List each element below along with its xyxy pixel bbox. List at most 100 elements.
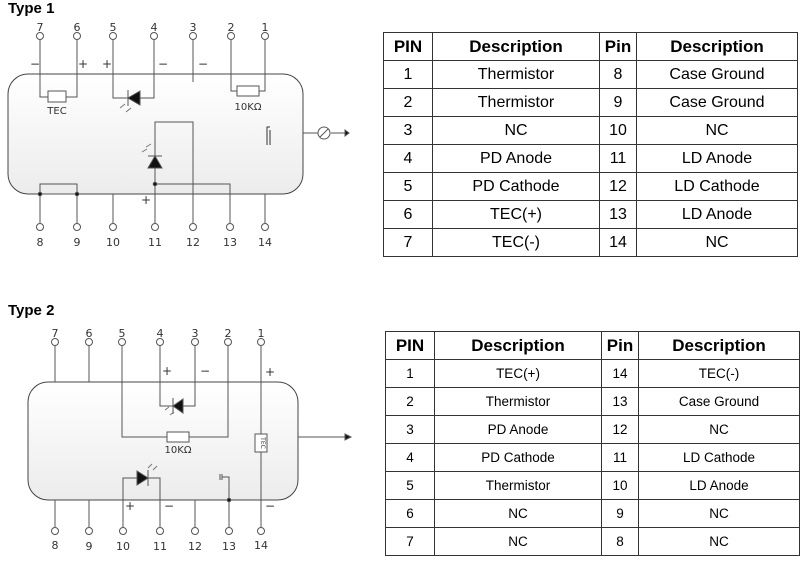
table-row: 5 Thermistor 10 LD Anode xyxy=(385,471,800,500)
svg-text:+: + xyxy=(102,57,112,71)
svg-text:+: + xyxy=(78,57,88,71)
pin-label: 13 xyxy=(223,236,237,249)
laser-diode-symbol xyxy=(136,470,149,486)
table-cell: NC xyxy=(638,499,800,528)
pin-label: 8 xyxy=(52,539,59,552)
table-cell: 5 xyxy=(385,471,435,500)
type1-pin-table: PIN Description Pin Description 1 Thermis… xyxy=(383,32,798,257)
table-row: 7 NC 8 NC xyxy=(385,527,800,556)
type2-title: Type 2 xyxy=(8,302,55,319)
table-cell: 7 xyxy=(385,527,435,556)
table-cell: 14 xyxy=(599,228,637,257)
table-cell: NC xyxy=(638,527,800,556)
pin-label: 5 xyxy=(119,327,126,340)
table-cell: Thermistor xyxy=(434,387,602,416)
pin-label: 4 xyxy=(151,21,158,34)
pin-label: 1 xyxy=(262,21,269,34)
table-cell: NC xyxy=(434,527,602,556)
svg-text:−: − xyxy=(30,57,40,71)
svg-text:+: + xyxy=(265,365,275,379)
table-cell: 14 xyxy=(601,359,639,388)
table-cell: 11 xyxy=(601,443,639,472)
table-body: 1 TEC(+) 14 TEC(-) 2 Thermistor 13 Case Ground 3… xyxy=(385,359,800,556)
table-row: 1 Thermistor 8 Case Ground xyxy=(383,60,798,89)
pin-label: 2 xyxy=(228,21,235,34)
table-row: 1 TEC(+) 14 TEC(-) xyxy=(385,359,800,388)
table-cell: 10 xyxy=(601,471,639,500)
table-cell: 13 xyxy=(599,200,637,229)
table-cell: Thermistor xyxy=(434,471,602,500)
table-cell: Case Ground xyxy=(636,88,798,117)
pin-label: 9 xyxy=(86,540,93,553)
tec-label: TEC xyxy=(46,106,66,117)
table-cell: LD Anode xyxy=(636,144,798,173)
pin-label: 2 xyxy=(225,327,232,340)
table-cell: PD Cathode xyxy=(432,172,600,201)
svg-text:+: + xyxy=(141,193,151,207)
svg-text:−: − xyxy=(198,57,208,71)
table-cell: 5 xyxy=(383,172,433,201)
table-cell: 4 xyxy=(383,144,433,173)
table-cell: 1 xyxy=(385,359,435,388)
table-cell: NC xyxy=(636,116,798,145)
table-cell: LD Anode xyxy=(636,200,798,229)
pin-label: 14 xyxy=(254,539,268,552)
table-cell: PD Anode xyxy=(434,415,602,444)
table-row: 6 NC 9 NC xyxy=(385,499,800,528)
table-cell: Thermistor xyxy=(432,60,600,89)
tec-element xyxy=(254,433,268,453)
pin-label: 5 xyxy=(110,21,117,34)
col-header: PIN xyxy=(385,331,435,360)
col-header: Pin xyxy=(601,331,639,360)
pin-label: 11 xyxy=(153,540,167,553)
col-header: Description xyxy=(636,32,798,61)
pin-label: 3 xyxy=(190,21,197,34)
table-cell: Case Ground xyxy=(638,387,800,416)
table-row: 6 TEC(+) 13 LD Anode xyxy=(383,200,798,229)
pin-label: 4 xyxy=(157,327,164,340)
svg-text:+: + xyxy=(125,499,135,513)
table-cell: TEC(-) xyxy=(432,228,600,257)
table-cell: NC xyxy=(636,228,798,257)
table-cell: 6 xyxy=(383,200,433,229)
table-cell: TEC(+) xyxy=(432,200,600,229)
thermistor-resistor xyxy=(236,85,260,97)
pin-label: 8 xyxy=(37,236,44,249)
table-cell: NC xyxy=(434,499,602,528)
tec-element xyxy=(47,90,67,103)
pin-label: 1 xyxy=(258,327,265,340)
table-cell: 12 xyxy=(599,172,637,201)
table-cell: 9 xyxy=(599,88,637,117)
type2-pin-table: PIN Description Pin Description 1 TEC(+) 1… xyxy=(385,331,800,556)
table-cell: 13 xyxy=(601,387,639,416)
table-cell: Thermistor xyxy=(432,88,600,117)
pin-label: 11 xyxy=(148,236,162,249)
table-row: 4 PD Anode 11 LD Anode xyxy=(383,144,798,173)
table-row: 5 PD Cathode 12 LD Cathode xyxy=(383,172,798,201)
package-body xyxy=(27,381,299,501)
tec-label: TEC xyxy=(259,436,266,449)
pin-label: 10 xyxy=(116,540,130,553)
table-row: 3 PD Anode 12 NC xyxy=(385,415,800,444)
table-cell: 8 xyxy=(599,60,637,89)
table-cell: 3 xyxy=(383,116,433,145)
table-cell: 1 xyxy=(383,60,433,89)
table-cell: 10 xyxy=(599,116,637,145)
pin-label: 13 xyxy=(222,540,236,553)
table-cell: TEC(-) xyxy=(638,359,800,388)
pin-label: 6 xyxy=(74,21,81,34)
table-row: 4 PD Cathode 11 LD Cathode xyxy=(385,443,800,472)
table-cell: LD Anode xyxy=(638,471,800,500)
pin-label: 3 xyxy=(192,327,199,340)
col-header: Pin xyxy=(599,32,637,61)
top-pins xyxy=(36,32,269,40)
table-row: 3 NC 10 NC xyxy=(383,116,798,145)
table-cell: LD Cathode xyxy=(638,443,800,472)
col-header: PIN xyxy=(383,32,433,61)
table-cell: 12 xyxy=(601,415,639,444)
svg-text:−: − xyxy=(200,364,210,378)
table-cell: 2 xyxy=(383,88,433,117)
table-cell: 8 xyxy=(601,527,639,556)
table-cell: NC xyxy=(638,415,800,444)
table-cell: PD Anode xyxy=(432,144,600,173)
